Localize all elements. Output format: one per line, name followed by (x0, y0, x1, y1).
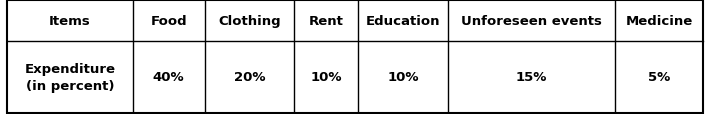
Text: Items: Items (49, 15, 91, 28)
Text: 10%: 10% (388, 71, 419, 84)
Text: Medicine: Medicine (626, 15, 693, 28)
Text: Food: Food (151, 15, 187, 28)
Text: Expenditure
(in percent): Expenditure (in percent) (24, 62, 116, 92)
Text: Clothing: Clothing (218, 15, 281, 28)
Text: 10%: 10% (310, 71, 342, 84)
Text: 40%: 40% (153, 71, 185, 84)
Text: Education: Education (366, 15, 440, 28)
Text: 20%: 20% (234, 71, 266, 84)
Text: 15%: 15% (516, 71, 547, 84)
Text: 5%: 5% (648, 71, 670, 84)
Text: Unforeseen events: Unforeseen events (462, 15, 602, 28)
Text: Rent: Rent (309, 15, 344, 28)
